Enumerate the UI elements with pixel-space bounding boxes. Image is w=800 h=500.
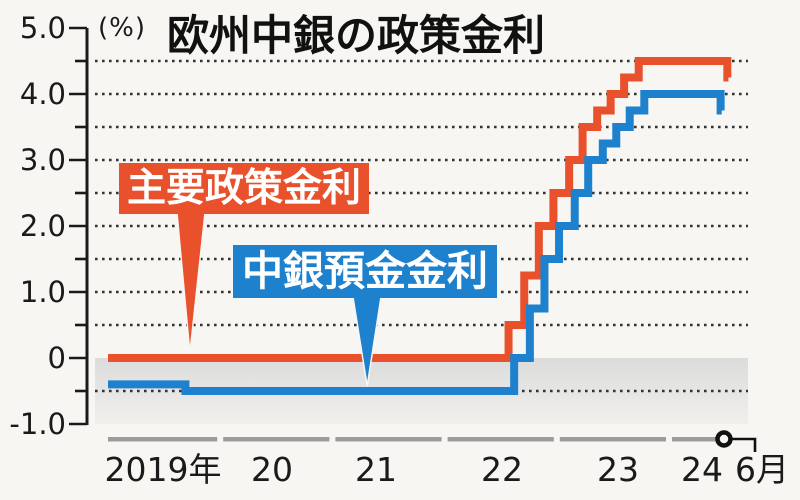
x-tick-label-22: 22 xyxy=(481,450,523,489)
y-tick-label-2: 2.0 xyxy=(19,209,66,243)
end-marker-circle xyxy=(715,430,733,448)
series-label-main-policy-rate: 主要政策金利 xyxy=(119,163,369,214)
x-tick-label-21: 21 xyxy=(355,450,397,489)
x-axis-year-bar xyxy=(559,437,666,442)
x-tick-label-june: 6月 xyxy=(735,450,789,489)
end-marker-hook xyxy=(730,437,757,452)
series-label-deposit-rate: 中銀預金金利 xyxy=(233,245,497,298)
y-axis-unit-label: (%) xyxy=(98,13,146,43)
y-tick-label-1: 1.0 xyxy=(19,275,66,309)
callout-pointer xyxy=(176,212,206,354)
y-tick-label-neg1: -1.0 xyxy=(9,407,66,441)
y-tick-label-4: 4.0 xyxy=(19,77,66,111)
chart-title: 欧州中銀の政策金利 xyxy=(167,11,546,60)
x-axis-year-bar xyxy=(672,437,717,442)
x-axis-year-bar xyxy=(447,437,554,442)
x-tick-label-2019: 2019年 xyxy=(104,450,222,489)
y-tick-label-0: 0 xyxy=(47,341,66,375)
x-tick-label-24: 24 xyxy=(681,450,723,489)
series-line-deposit-rate xyxy=(108,90,725,395)
x-axis-year-bar xyxy=(223,437,330,442)
x-axis-year-bar xyxy=(108,437,218,442)
x-tick-label-20: 20 xyxy=(251,450,293,489)
y-tick-label-5: 5.0 xyxy=(19,11,66,45)
series-line-main-policy-rate xyxy=(108,57,732,362)
y-tick-label-3: 3.0 xyxy=(19,143,66,177)
x-tick-label-23: 23 xyxy=(597,450,639,489)
x-axis-year-bar xyxy=(335,437,442,442)
